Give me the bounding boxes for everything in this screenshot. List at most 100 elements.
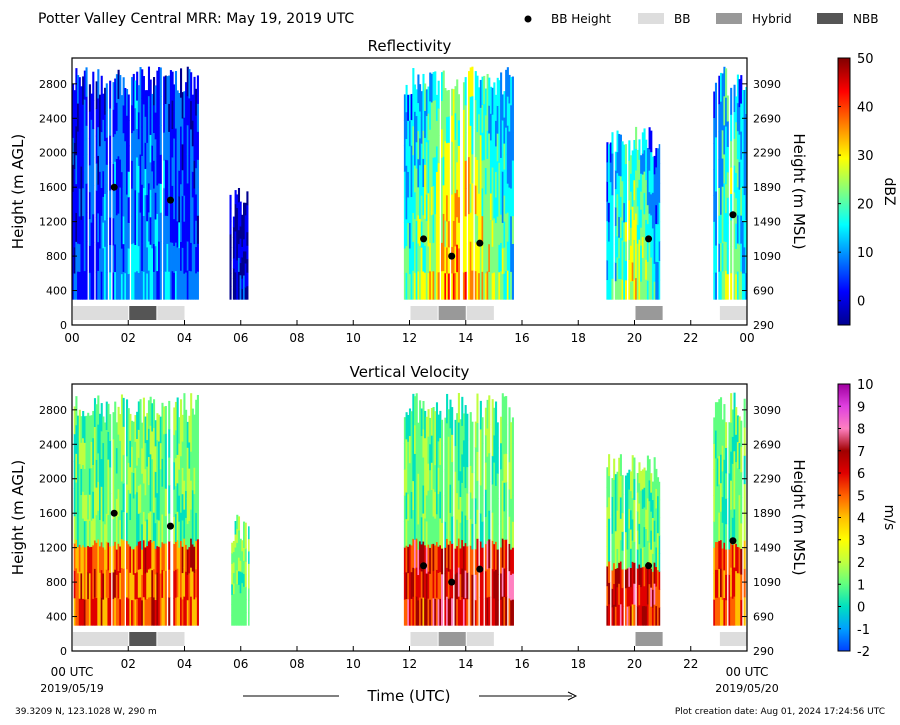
heatmap-cell [134,107,137,136]
heatmap-cell [621,606,624,626]
heatmap-cell [141,184,144,214]
heatmap-cell [728,447,731,474]
heatmap-cell [741,116,745,143]
heatmap-cell [640,191,643,210]
heatmap-cell [168,243,171,272]
heatmap-cell [461,482,464,512]
heatmap-cell [444,443,447,471]
heatmap-cell [141,422,144,449]
heatmap-cell [136,242,139,272]
heatmap-cell [730,393,733,423]
heatmap-cell [100,430,103,460]
heatmap-cell [414,510,417,540]
heatmap-cell [83,242,86,272]
heatmap-cell [131,160,134,189]
heatmap-cell [195,512,198,542]
heatmap-cell [420,195,423,222]
heatmap-cell [100,243,103,272]
heatmap-cell [97,270,100,300]
heatmap-cell [638,259,641,280]
heatmap-cell [506,212,509,242]
heatmap-cell [119,519,122,547]
heatmap-cell [489,192,493,221]
heatmap-cell [97,69,100,99]
heatmap-cell [120,273,124,300]
heatmap-cell [236,259,239,274]
heatmap-cell [429,242,432,272]
heatmap-cell [716,541,719,570]
heatmap-cell [503,91,506,118]
heatmap-cell [82,187,85,217]
heatmap-cell [80,572,83,600]
heatmap-cell [149,271,152,300]
heatmap-cell [195,427,198,457]
heatmap-cell [720,425,723,455]
heatmap-cell [154,112,157,140]
heatmap-cell [412,393,415,424]
heatmap-cell [102,442,105,470]
heatmap-cell [109,414,112,442]
heatmap-cell [166,159,169,189]
heatmap-cell [420,570,423,599]
heatmap-cell [163,515,166,544]
heatmap-cell [136,128,139,158]
heatmap-cell [743,194,746,222]
heatmap-cell [646,455,649,478]
heatmap-cell [434,518,437,546]
heatmap-cell [481,243,484,272]
heatmap-cell [508,159,511,188]
heatmap-cell [139,183,142,213]
heatmap-cell [122,539,125,569]
heatmap-cell [243,534,246,548]
heatmap-cell [407,222,410,249]
heatmap-cell [156,270,159,300]
heatmap-cell [616,214,619,237]
heatmap-cell [153,215,156,245]
heatmap-cell [100,187,103,216]
heatmap-cell [435,458,439,487]
heatmap-cell [740,187,743,216]
heatmap-cell [640,209,643,228]
heatmap-cell [643,277,646,300]
heatmap-cell [451,115,454,142]
heatmap-cell [424,464,427,492]
heatmap-cell [614,568,617,588]
heatmap-cell [427,571,430,599]
heatmap-cell [174,213,178,243]
heatmap-cell [104,422,107,449]
heatmap-cell [511,271,514,300]
heatmap-cell [441,471,444,498]
heatmap-cell [630,605,633,626]
heatmap-cell [173,84,176,112]
heatmap-cell [191,171,194,198]
heatmap-cell [232,614,235,626]
heatmap-cell [243,226,246,240]
x-tick-label: 22 [683,657,698,671]
heatmap-cell [114,133,117,162]
heatmap-cell [476,451,479,481]
heatmap-cell [412,270,415,300]
heatmap-cell [243,521,246,536]
heatmap-cell [137,111,140,140]
heatmap-cell [716,430,719,459]
heatmap-cell [190,596,193,626]
heatmap-cell [621,531,624,551]
heatmap-cell [195,88,198,116]
heatmap-cell [178,170,181,197]
heatmap-cell [122,568,125,598]
heatmap-cell [141,599,144,626]
heatmap-cell [461,539,464,569]
y-axis-label: Height (m AGL) [9,460,27,575]
heatmap-cell [495,485,498,514]
heatmap-cell [97,424,100,454]
heatmap-cell [464,460,467,489]
heatmap-cell [740,420,743,447]
bb-height-marker [420,235,428,243]
colorbar-tick-label: 0 [857,601,865,616]
heatmap-cell [511,160,514,189]
heatmap-cell [655,166,658,187]
heatmap-cell [132,271,135,300]
heatmap-cell [151,273,154,300]
heatmap-cell [728,599,731,626]
heatmap-cell [650,172,653,195]
